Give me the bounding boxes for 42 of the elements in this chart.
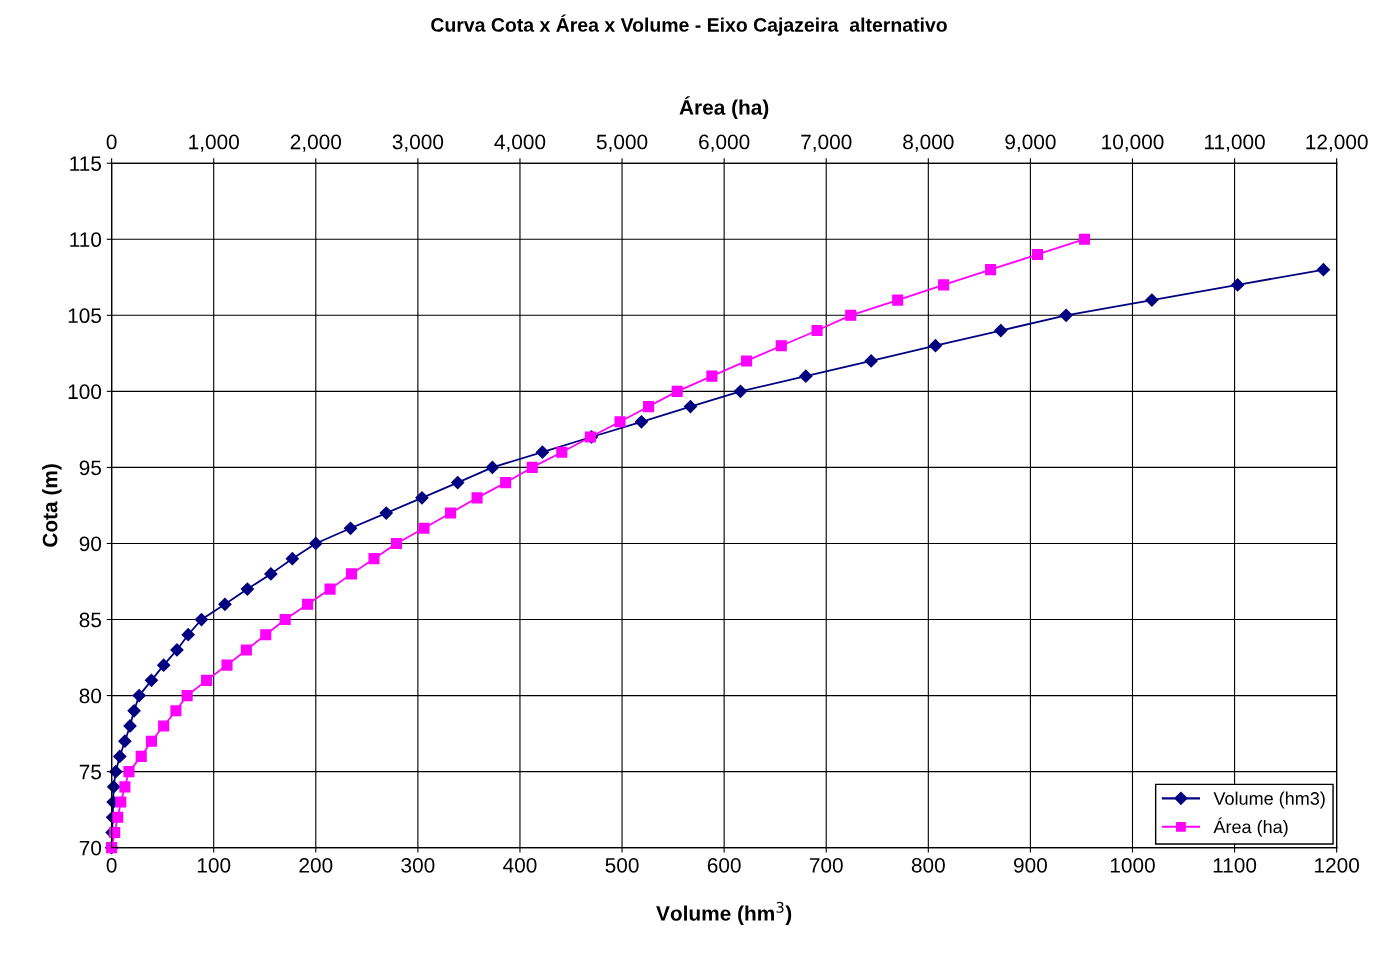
x-tick-label: 700: [809, 857, 843, 873]
x2-tick-label: 1,000: [189, 134, 239, 152]
y-tick-label: 90: [79, 536, 102, 552]
x-tick-label: 1000: [1110, 857, 1155, 873]
x-tick-label: 900: [1014, 857, 1047, 873]
y-tick-label: 100: [68, 384, 102, 400]
x-tick-label: 1100: [1213, 857, 1257, 873]
x-tick-label: 200: [299, 857, 333, 873]
x-tick-label: 1200: [1315, 857, 1360, 873]
x2-tick-label: 5,000: [596, 134, 648, 152]
y-tick-label: 75: [79, 764, 102, 780]
x2-tick-label: 10,000: [1102, 134, 1164, 152]
y-tick-label: 115: [70, 156, 102, 171]
chart-title: Curva Cota x Área x Volume - Eixo Cajazeira alternativo: [431, 14, 947, 36]
x2-tick-label: 0: [106, 134, 117, 150]
y-axis-title: Cota (m): [42, 464, 62, 547]
x2-tick-label: 9,000: [1005, 134, 1056, 152]
x-tick-label: 800: [911, 857, 945, 873]
x2-tick-label: 4,000: [494, 134, 546, 152]
legend-label: Volume (hm3): [1213, 791, 1325, 809]
x2-tick-label: 11,000: [1205, 134, 1265, 152]
x-tick-label: 500: [605, 857, 639, 873]
x2-axis-title: Área (ha): [679, 96, 769, 119]
y-tick-label: 110: [70, 232, 102, 248]
y-tick-label: 85: [79, 612, 102, 628]
x-axis-title: Volume (hm$^{3}$): [656, 901, 792, 925]
x2-tick-label: 12,000: [1306, 134, 1368, 152]
legend-label: Área (ha): [1213, 817, 1288, 837]
x-tick-label: 300: [401, 857, 435, 873]
x-tick-label: 100: [197, 857, 231, 873]
y-tick-label: 80: [79, 688, 102, 704]
x-tick-label: 600: [707, 857, 741, 873]
x2-tick-label: 2,000: [290, 134, 342, 152]
x-tick-label: 0: [106, 857, 117, 873]
x2-tick-label: 7,000: [801, 134, 852, 152]
x2-tick-label: 3,000: [392, 134, 444, 152]
x-tick-label: 400: [503, 857, 537, 873]
x2-tick-label: 6,000: [699, 134, 750, 152]
y-tick-label: 70: [79, 840, 102, 856]
y-tick-label: 95: [79, 460, 102, 476]
x2-tick-label: 8,000: [903, 134, 954, 152]
y-tick-label: 105: [68, 308, 102, 324]
